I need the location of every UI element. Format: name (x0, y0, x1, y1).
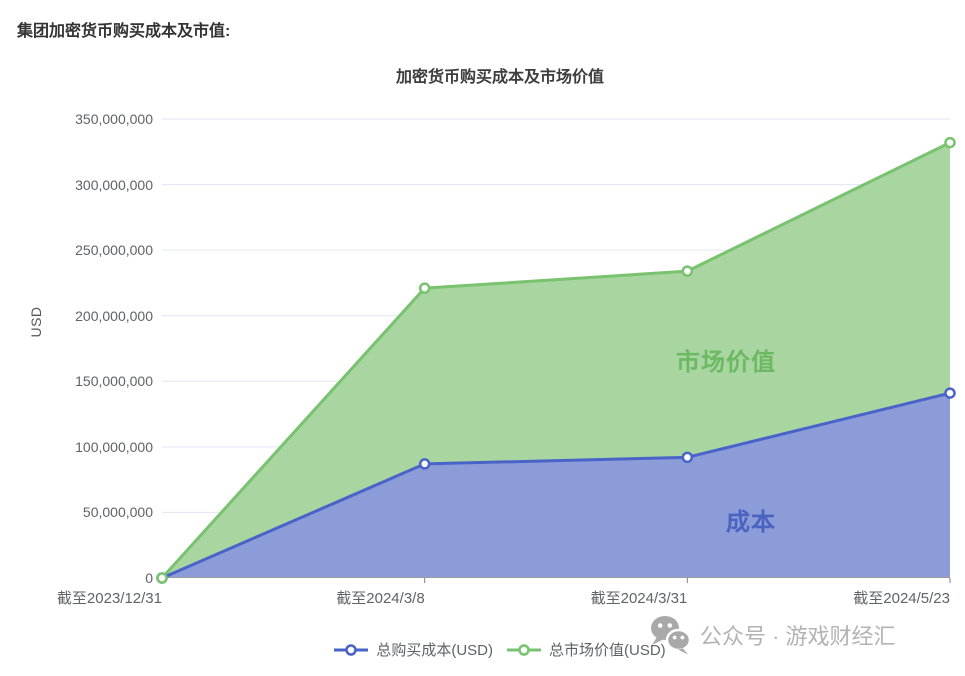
x-axis-tick-label: 截至2024/5/23 (853, 590, 950, 607)
y-axis-title: USD (28, 306, 44, 338)
chart-legend: 总购买成本(USD) 总市场价值(USD) (0, 639, 965, 660)
y-axis-tick-label: 250,000,000 (75, 242, 153, 259)
legend-line-marker-icon (507, 643, 541, 656)
legend-item-cost[interactable]: 总购买成本(USD) (334, 639, 493, 660)
data-point-marker (418, 458, 431, 470)
page-heading: 集团加密货币购买成本及市值: (17, 23, 231, 40)
data-point-marker (944, 136, 956, 149)
y-axis-tick-label: 150,000,000 (75, 373, 153, 390)
cost-area-label: 成本 (726, 509, 776, 536)
y-axis-tick-label: 350,000,000 (75, 111, 153, 127)
legend-label: 总市场价值(USD) (549, 642, 666, 659)
data-point-marker (418, 282, 431, 294)
y-axis-tick-label: 0 (145, 570, 153, 586)
watermark: 公众号 · 游戏财经汇 (650, 615, 896, 655)
legend-label: 总购买成本(USD) (376, 642, 493, 659)
x-axis-tick-label: 截至2023/12/31 (56, 590, 162, 607)
y-axis-tick-label: 100,000,000 (75, 438, 153, 455)
plot-area (156, 118, 956, 584)
data-point-marker (681, 265, 694, 277)
wechat-icon (651, 616, 691, 655)
data-point-marker (944, 387, 956, 399)
x-axis-tick-label: 截至2024/3/31 (590, 590, 688, 607)
y-axis-tick-label: 300,000,000 (75, 176, 153, 193)
watermark-text: 公众号 · 游戏财经汇 (700, 624, 896, 649)
chart-title: 加密货币购买成本及市场价值 (395, 69, 605, 86)
y-axis-tick-label: 50,000,000 (82, 504, 153, 521)
market-value-line (160, 141, 951, 580)
y-axis-tick-label: 200,000,000 (75, 307, 153, 324)
x-axis-tick-label: 截至2024/3/8 (336, 590, 425, 607)
market-value-area-label: 市场价值 (676, 349, 776, 376)
data-point-marker (156, 572, 168, 584)
cost-area (162, 393, 950, 578)
data-point-marker (681, 451, 694, 464)
cost-line (161, 391, 951, 580)
legend-item-market-value[interactable]: 总市场价值(USD) (507, 639, 666, 660)
legend-line-marker-icon (334, 643, 369, 656)
